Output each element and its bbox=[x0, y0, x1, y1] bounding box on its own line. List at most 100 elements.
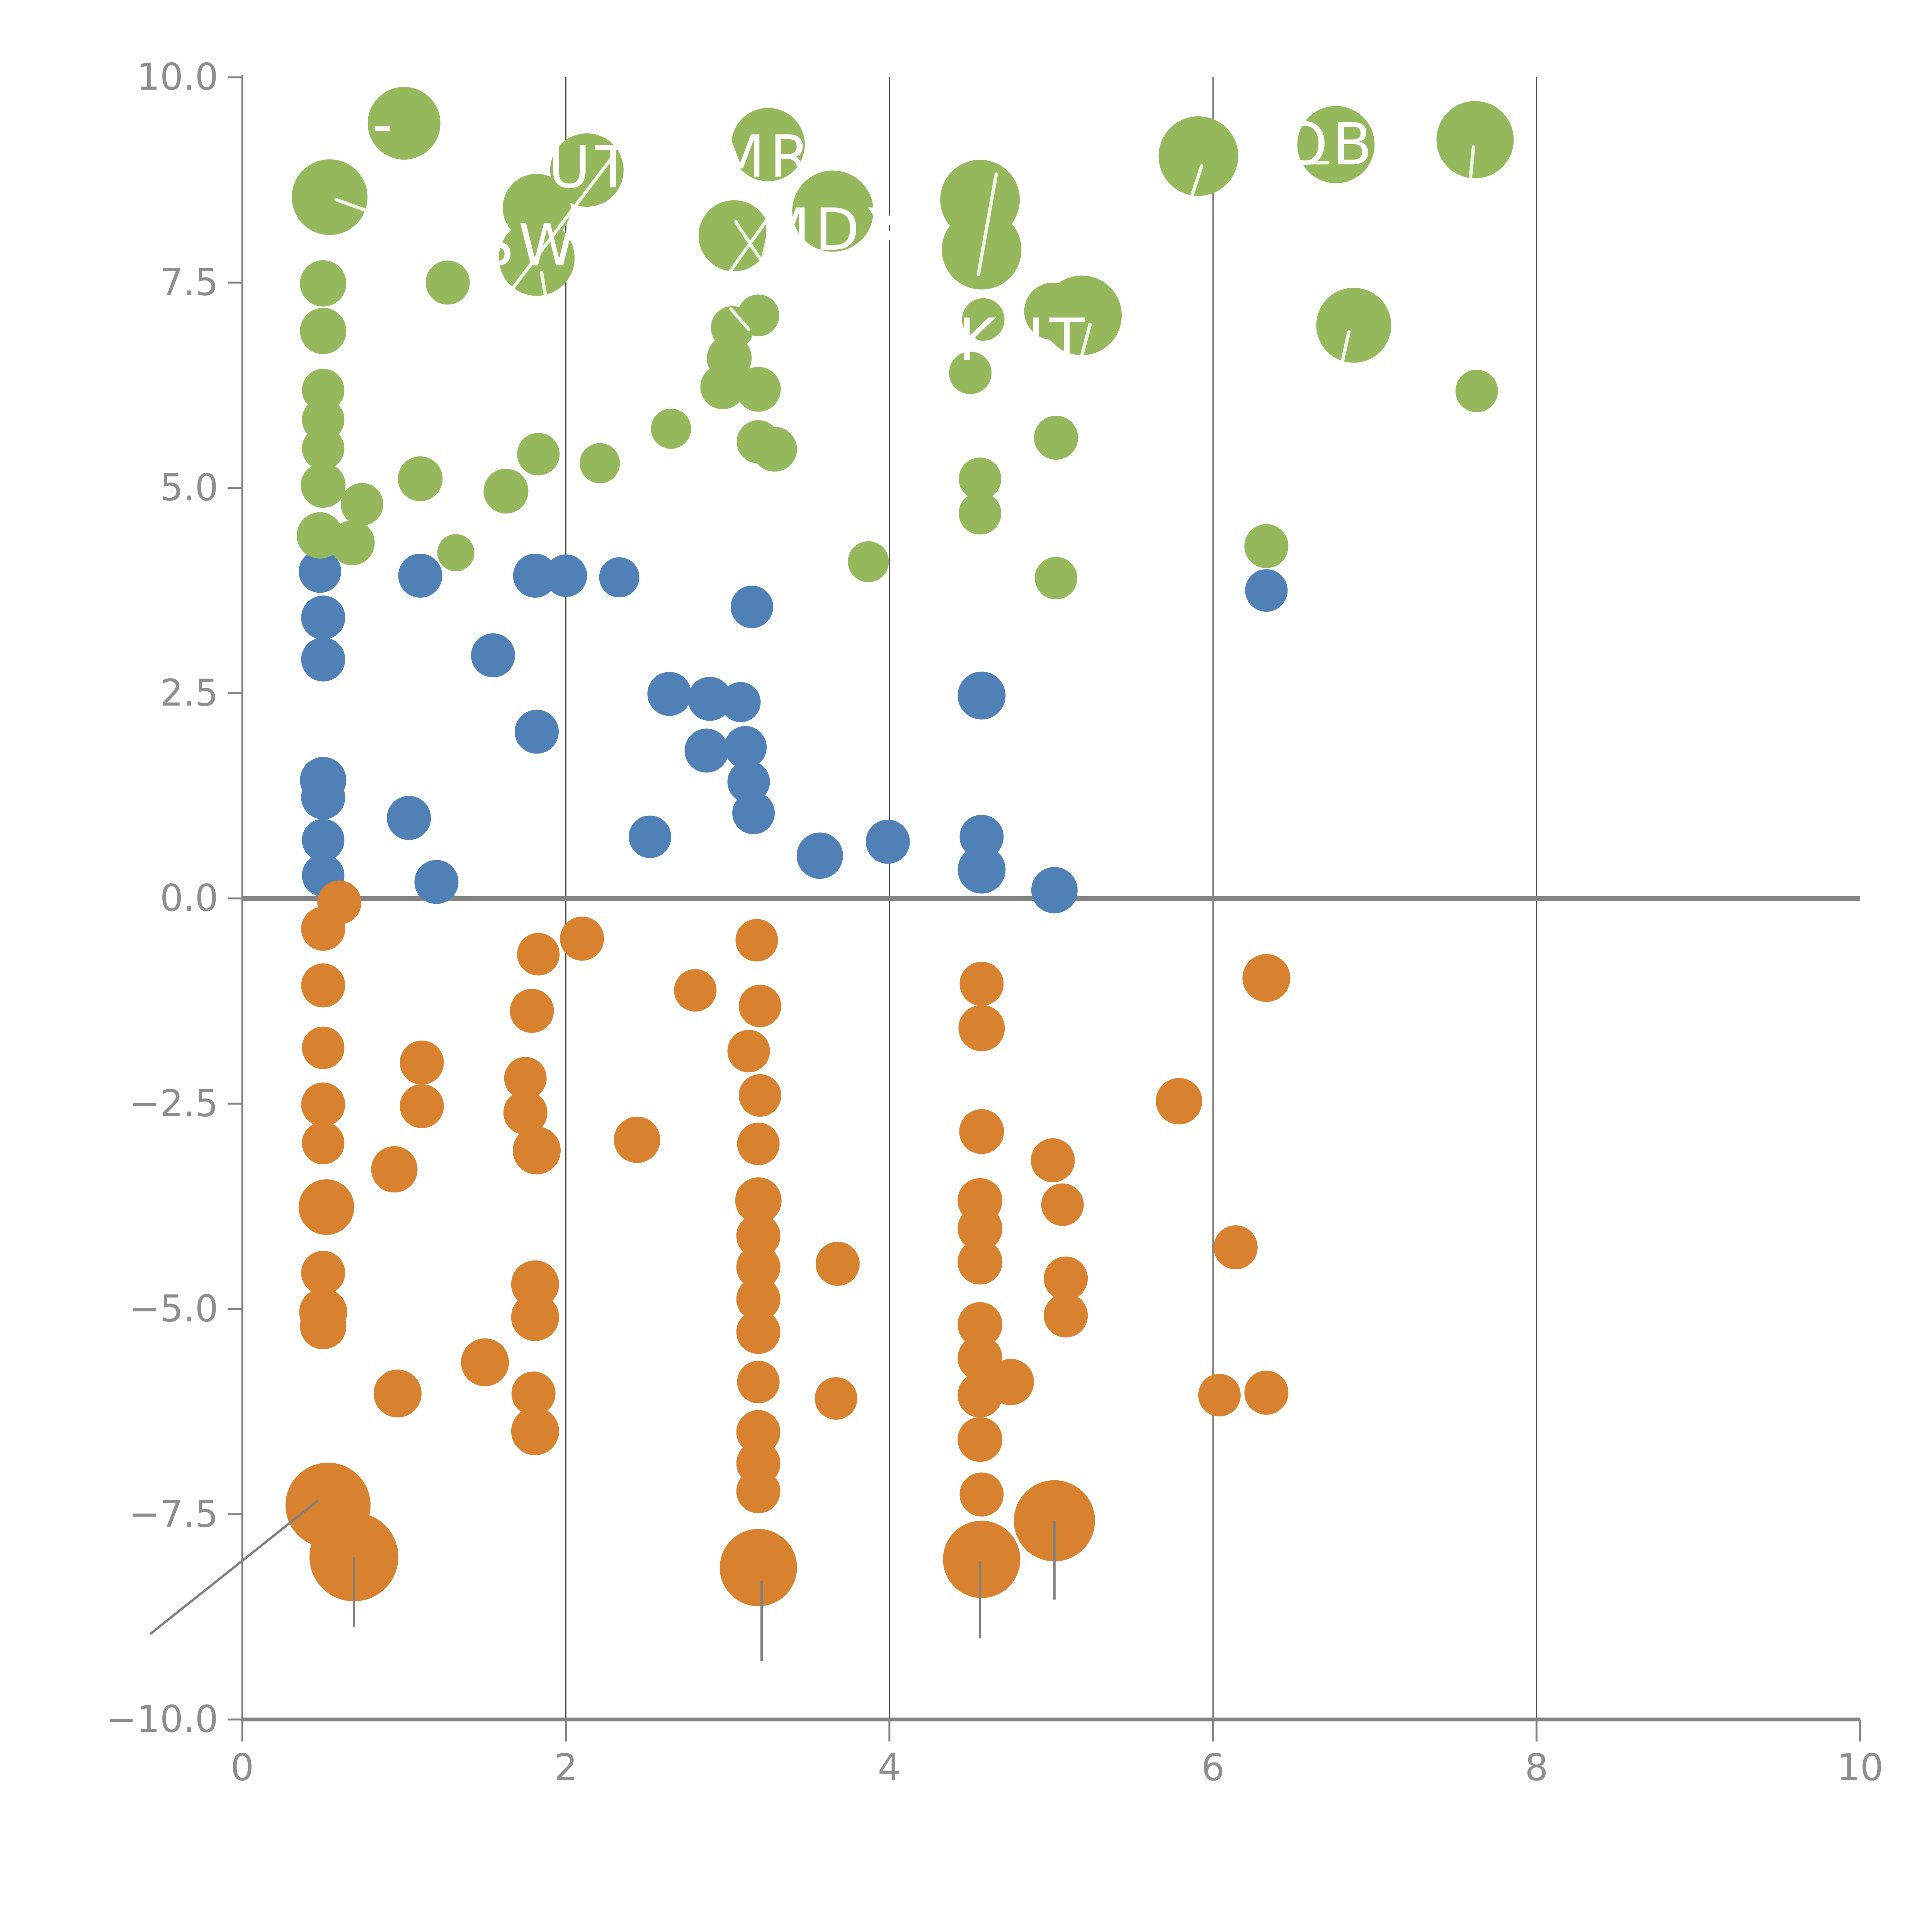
x-tick-label: 8 bbox=[1525, 1747, 1548, 1789]
bubble-label-OB: OB bbox=[1282, 111, 1377, 178]
data-point-blue bbox=[398, 553, 442, 598]
data-point-blue bbox=[301, 637, 345, 682]
data-point-orange bbox=[302, 1026, 345, 1069]
data-point-green bbox=[302, 369, 345, 412]
y-tick-label: −5.0 bbox=[129, 1288, 218, 1330]
white-leader-line bbox=[1190, 164, 1204, 197]
gray-leader-line bbox=[149, 1499, 319, 1635]
data-point-orange bbox=[735, 919, 778, 962]
data-point-orange bbox=[736, 1245, 781, 1289]
data-point-green bbox=[959, 457, 1002, 500]
data-point-orange bbox=[727, 1030, 770, 1073]
data-point-orange bbox=[736, 1277, 781, 1321]
data-point-blue bbox=[959, 815, 1004, 859]
data-point-green bbox=[959, 492, 1002, 535]
data-point-orange bbox=[958, 1005, 1005, 1051]
data-point-orange bbox=[511, 1407, 559, 1456]
data-point-green bbox=[425, 260, 470, 305]
data-point-orange bbox=[959, 1472, 1004, 1517]
data-point-green bbox=[848, 541, 889, 582]
data-point-green bbox=[398, 456, 443, 502]
data-point-blue bbox=[387, 796, 431, 840]
data-point-green bbox=[962, 298, 1005, 341]
white-leader-line bbox=[729, 307, 751, 331]
data-point-orange bbox=[959, 1109, 1004, 1154]
data-point-orange bbox=[1031, 1138, 1075, 1182]
data-point-orange bbox=[957, 1417, 1003, 1462]
data-point-blue bbox=[1245, 569, 1288, 612]
data-point-blue bbox=[730, 585, 773, 628]
x-tick-label: 2 bbox=[554, 1747, 577, 1789]
data-point-orange bbox=[1198, 1374, 1241, 1417]
data-point-green bbox=[792, 170, 874, 252]
y-tick-label: −7.5 bbox=[129, 1493, 218, 1536]
data-point-blue bbox=[515, 709, 559, 754]
data-point-orange bbox=[517, 933, 560, 976]
data-point-green bbox=[1158, 116, 1238, 196]
data-point-blue bbox=[957, 845, 1006, 894]
bubble-label-UT: UT bbox=[548, 134, 635, 201]
data-point-orange bbox=[373, 1369, 422, 1418]
data-point-orange bbox=[1242, 954, 1291, 1002]
data-point-blue bbox=[1031, 867, 1078, 913]
data-point-orange bbox=[957, 1240, 1003, 1285]
data-point-green bbox=[651, 408, 691, 449]
data-point-orange bbox=[560, 917, 604, 961]
data-point-orange bbox=[957, 1206, 1003, 1251]
data-point-green bbox=[580, 443, 620, 483]
data-point-orange bbox=[298, 1179, 354, 1235]
data-point-orange bbox=[957, 1336, 1003, 1381]
data-point-orange bbox=[371, 1146, 418, 1193]
data-point-orange bbox=[1156, 1078, 1202, 1124]
data-point-green bbox=[483, 469, 529, 514]
data-point-blue bbox=[724, 726, 767, 769]
data-point-orange bbox=[957, 1302, 1003, 1347]
data-point-blue bbox=[544, 554, 587, 597]
data-points-layer bbox=[285, 87, 1514, 1606]
data-point-green bbox=[292, 159, 368, 235]
data-point-blue bbox=[732, 792, 775, 834]
data-point-green bbox=[1024, 282, 1082, 340]
data-point-green bbox=[1035, 557, 1078, 600]
data-point-green bbox=[698, 200, 770, 272]
data-point-orange bbox=[959, 962, 1004, 1006]
data-point-orange bbox=[736, 1410, 781, 1454]
data-point-orange bbox=[943, 1520, 1020, 1598]
data-point-orange bbox=[301, 1082, 345, 1127]
data-point-orange bbox=[300, 1303, 347, 1350]
data-point-green bbox=[300, 308, 347, 354]
white-leader-line bbox=[1468, 145, 1475, 182]
data-point-orange bbox=[735, 1177, 782, 1224]
annotations-layer: - UT MR SW MDX KHT OB bbox=[149, 91, 1475, 1662]
x-tick-label: 10 bbox=[1837, 1747, 1884, 1789]
data-point-orange bbox=[736, 1214, 781, 1258]
bubble-label-MDX: MDX bbox=[760, 196, 909, 264]
y-tick-label: 10.0 bbox=[136, 56, 218, 99]
data-point-orange bbox=[1213, 1225, 1258, 1270]
blue-points-group bbox=[298, 550, 1288, 913]
x-tick-label: 4 bbox=[878, 1747, 901, 1789]
data-point-blue bbox=[301, 775, 345, 820]
data-point-orange bbox=[815, 1377, 857, 1420]
data-point-green bbox=[1316, 287, 1391, 363]
data-point-blue bbox=[629, 815, 672, 858]
data-point-orange bbox=[674, 969, 717, 1012]
data-point-orange bbox=[302, 1122, 345, 1165]
data-point-orange bbox=[815, 1242, 860, 1286]
data-point-orange bbox=[1044, 1293, 1088, 1338]
white-leader-line bbox=[501, 153, 616, 303]
data-point-orange bbox=[301, 1251, 345, 1295]
data-point-orange bbox=[511, 1293, 559, 1341]
white-leader-line bbox=[334, 198, 383, 218]
data-point-orange bbox=[511, 1371, 556, 1416]
data-point-blue bbox=[414, 860, 459, 904]
data-point-blue bbox=[688, 677, 732, 721]
data-point-green bbox=[301, 463, 346, 508]
y-tick-label: 0.0 bbox=[160, 877, 218, 920]
x-tick-label: 6 bbox=[1201, 1747, 1225, 1789]
data-point-orange bbox=[738, 985, 781, 1027]
data-point-orange bbox=[957, 1372, 1003, 1418]
data-point-blue bbox=[513, 553, 557, 598]
data-point-green bbox=[302, 427, 345, 470]
